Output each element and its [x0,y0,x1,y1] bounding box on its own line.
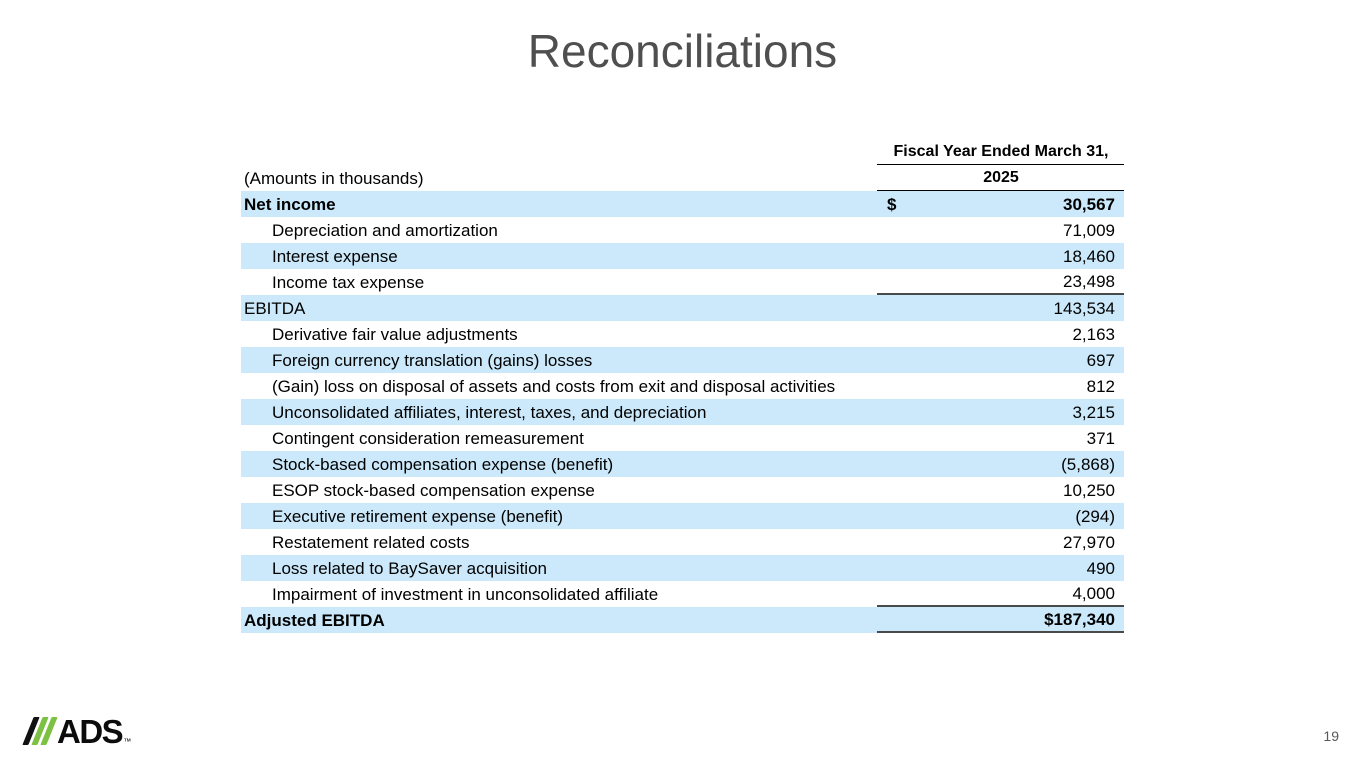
row-label: ESOP stock-based compensation expense [272,480,595,500]
row-value: 2,163 [877,321,1124,347]
row-label: Adjusted EBITDA [244,610,385,630]
table-row: Unconsolidated affiliates, interest, tax… [241,399,1124,425]
table-row: Depreciation and amortization 71,009 [241,217,1124,243]
row-amount: 371 [1086,428,1115,448]
page-number: 19 [1323,728,1339,744]
row-label: Loss related to BaySaver acquisition [272,558,547,578]
row-amount: 23,498 [1063,271,1115,291]
row-label: Derivative fair value adjustments [272,324,518,344]
table-row: Interest expense 18,460 [241,243,1124,269]
row-amount: (294) [1075,506,1115,526]
row-amount: 143,534 [1053,298,1115,318]
row-amount: 27,970 [1063,532,1115,552]
table-row: ESOP stock-based compensation expense 10… [241,477,1124,503]
row-value: 4,000 [877,581,1124,607]
table-header-row-1: Fiscal Year Ended March 31, [241,139,1124,165]
table-row: Derivative fair value adjustments 2,163 [241,321,1124,347]
row-value: 23,498 [877,269,1124,295]
table-row: Loss related to BaySaver acquisition 490 [241,555,1124,581]
row-amount: $187,340 [1044,609,1115,629]
row-label: Contingent consideration remeasurement [272,428,584,448]
row-value: 3,215 [877,399,1124,425]
row-label: (Gain) loss on disposal of assets and co… [272,376,836,396]
ads-logo: ADS ™ [22,711,132,751]
row-value: 371 [877,425,1124,451]
table-header-fiscal-year: Fiscal Year Ended March 31, [877,139,1124,165]
row-amount: 3,215 [1072,402,1115,422]
row-amount: 71,009 [1063,220,1115,240]
row-amount: 697 [1086,350,1115,370]
row-label: Foreign currency translation (gains) los… [272,350,593,370]
row-label: Stock-based compensation expense (benefi… [272,454,614,474]
row-label: Depreciation and amortization [272,220,498,240]
table-row: Foreign currency translation (gains) los… [241,347,1124,373]
row-label: Income tax expense [272,272,425,292]
row-value: 490 [877,555,1124,581]
row-value: (5,868) [877,451,1124,477]
trademark-symbol: ™ [123,737,132,746]
row-amount: (5,868) [1061,454,1115,474]
row-amount: 10,250 [1063,480,1115,500]
table-row: Income tax expense 23,498 [241,269,1124,295]
table-body: Net income $ 30,567 Depreciation and amo… [241,191,1124,633]
row-value: 10,250 [877,477,1124,503]
row-value: 18,460 [877,243,1124,269]
table-row: Adjusted EBITDA $187,340 [241,607,1124,633]
table-row: Net income $ 30,567 [241,191,1124,217]
table-row: Restatement related costs 27,970 [241,529,1124,555]
amounts-note: (Amounts in thousands) [244,168,424,188]
row-value: 27,970 [877,529,1124,555]
row-label: Impairment of investment in unconsolidat… [272,584,659,604]
row-value: 697 [877,347,1124,373]
currency-symbol: $ [887,194,897,214]
row-amount: 812 [1086,376,1115,396]
row-label: Restatement related costs [272,532,470,552]
page-title: Reconciliations [527,25,838,77]
logo-text: ADS [57,712,124,750]
table-row: Executive retirement expense (benefit) (… [241,503,1124,529]
row-value: (294) [877,503,1124,529]
row-value: $187,340 [877,607,1124,633]
row-label: EBITDA [244,298,306,318]
reconciliation-table: Fiscal Year Ended March 31, (Amounts in … [241,139,1124,633]
row-amount: 18,460 [1063,246,1115,266]
row-value: 143,534 [877,295,1124,321]
table-row: (Gain) loss on disposal of assets and co… [241,373,1124,399]
row-value: $ 30,567 [877,191,1124,217]
table-row: Impairment of investment in unconsolidat… [241,581,1124,607]
row-amount: 4,000 [1072,583,1115,603]
row-label: Executive retirement expense (benefit) [272,506,564,526]
row-label: Net income [244,194,336,214]
row-label: Unconsolidated affiliates, interest, tax… [272,402,707,422]
row-amount: 2,163 [1072,324,1115,344]
row-amount: 30,567 [1063,194,1115,214]
table-row: Contingent consideration remeasurement 3… [241,425,1124,451]
row-label: Interest expense [272,246,398,266]
row-value: 71,009 [877,217,1124,243]
table-header-row-2: (Amounts in thousands) 2025 [241,165,1124,191]
row-value: 812 [877,373,1124,399]
table-row: Stock-based compensation expense (benefi… [241,451,1124,477]
table-header-year: 2025 [877,165,1124,191]
table-row: EBITDA 143,534 [241,295,1124,321]
row-amount: 490 [1086,558,1115,578]
